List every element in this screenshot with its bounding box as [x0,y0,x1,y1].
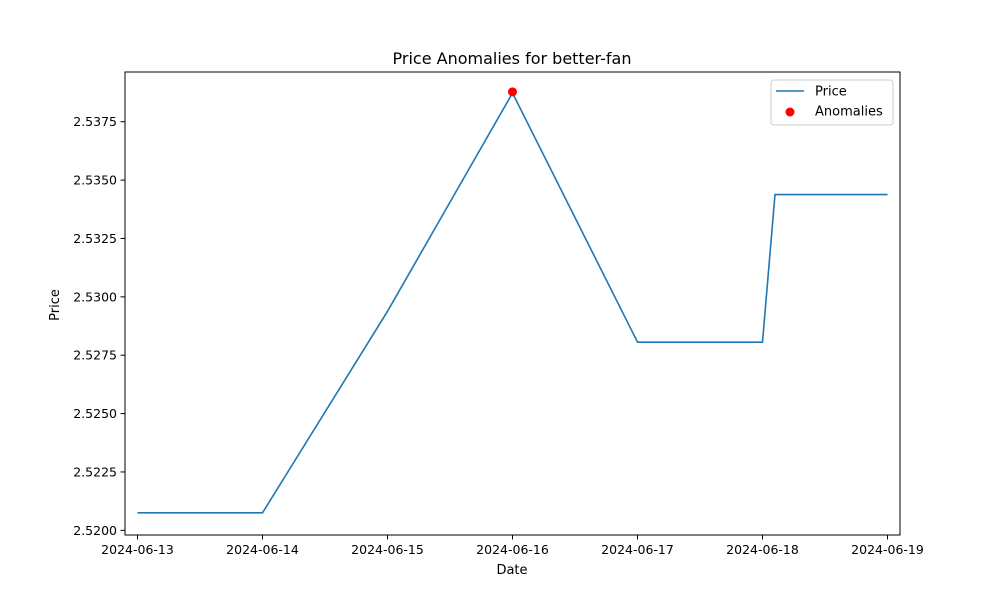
y-tick-label-7: 2.5375 [73,114,117,129]
x-tick-label-5: 2024-06-18 [726,542,799,557]
x-tick-label-1: 2024-06-14 [226,542,299,557]
legend-label-price: Price [815,85,847,100]
y-tick-label-1: 2.5225 [73,464,117,479]
y-tick-label-4: 2.5300 [73,289,117,304]
y-tick-label-0: 2.5200 [73,523,117,538]
y-tick-label-5: 2.5325 [73,231,117,246]
legend-swatch-anomalies [785,107,795,117]
y-tick-label-6: 2.5350 [73,173,117,188]
x-tick-label-3: 2024-06-16 [476,542,549,557]
axes-frame [124,71,901,536]
x-axis-label: Date [496,563,527,578]
legend-label-anomalies: Anomalies [815,105,883,120]
x-tick-label-4: 2024-06-17 [601,542,674,557]
x-tick-label-2: 2024-06-15 [351,542,424,557]
anomaly-point-0 [508,87,517,97]
x-tick-label-0: 2024-06-13 [101,542,174,557]
y-tick-label-3: 2.5275 [73,348,117,363]
plot-area: 2024-06-13 2024-06-14 2024-06-15 2024-06-16… [73,71,924,557]
y-tick-label-2: 2.5250 [73,406,117,421]
y-axis-label: Price [48,289,63,321]
legend: Price Anomalies [770,79,894,126]
chart-title: Price Anomalies for better-fan [393,49,632,68]
x-tick-label-6: 2024-06-19 [851,542,924,557]
series-line-price [137,92,888,514]
